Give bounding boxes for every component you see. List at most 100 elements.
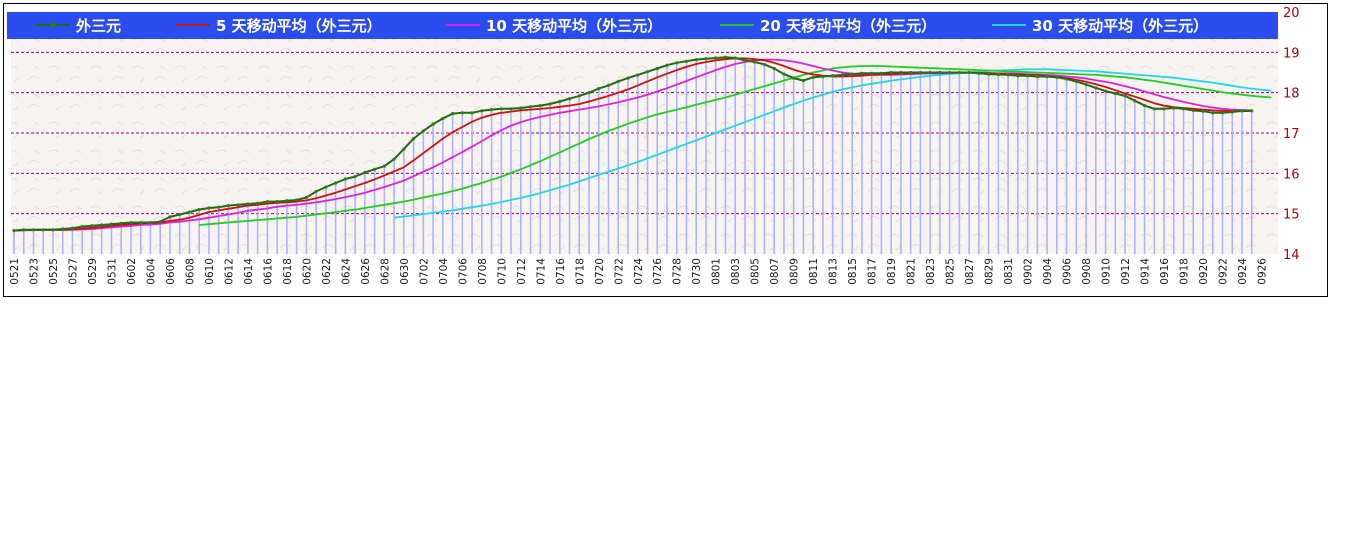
x-tick-label: 0906 (1062, 258, 1074, 285)
data-point (411, 137, 416, 141)
data-point (587, 91, 591, 95)
data-point (402, 147, 406, 151)
x-tick-label: 0718 (574, 258, 586, 285)
data-point (801, 78, 806, 83)
data-point (100, 223, 104, 227)
x-tick-label: 0521 (9, 258, 21, 285)
x-tick-label: 0712 (516, 258, 528, 285)
x-tick-label: 0809 (789, 258, 801, 285)
data-point (61, 227, 65, 231)
data-point (957, 70, 961, 75)
data-point (119, 221, 123, 225)
x-tick-label: 0531 (106, 258, 118, 285)
y-tick-label: 16 (1283, 167, 1300, 182)
legend-marker (50, 22, 56, 28)
data-point (762, 62, 767, 67)
legend-label: 30 天移动平均（外三元） (1032, 17, 1208, 35)
x-tick-label: 0730 (691, 258, 703, 285)
x-tick-label: 0722 (613, 258, 625, 285)
x-tick-label: 0610 (204, 258, 216, 285)
data-point (1181, 107, 1186, 111)
x-tick-label: 0628 (379, 258, 391, 285)
data-point (694, 57, 698, 62)
data-point (606, 83, 611, 88)
data-point (899, 70, 903, 75)
x-tick-label: 0815 (847, 258, 859, 285)
data-point (1084, 83, 1088, 87)
data-point (246, 202, 250, 206)
y-tick-label: 15 (1283, 208, 1300, 223)
data-point (626, 76, 630, 80)
data-point (850, 72, 854, 76)
x-tick-label: 0704 (438, 258, 450, 285)
data-point (139, 220, 143, 225)
data-point (285, 199, 289, 203)
data-point (70, 226, 75, 230)
data-point (343, 177, 347, 181)
data-point (499, 107, 503, 111)
x-tick-label: 0620 (301, 258, 313, 285)
data-point (733, 56, 737, 60)
x-tick-label: 0525 (48, 258, 60, 285)
legend-label: 20 天移动平均（外三元） (760, 17, 936, 35)
x-tick-label: 0523 (28, 258, 40, 285)
x-tick-label: 0726 (652, 258, 664, 285)
x-tick-label: 0825 (945, 258, 957, 285)
x-tick-label: 0920 (1198, 258, 1210, 285)
x-tick-label: 0819 (886, 258, 898, 285)
legend-label: 5 天移动平均（外三元） (216, 17, 382, 35)
series-line (13, 58, 1252, 232)
x-tick-label: 0823 (925, 258, 937, 285)
data-point (226, 204, 231, 208)
data-point (431, 122, 435, 126)
x-tick-label: 0612 (223, 258, 235, 285)
data-point (489, 108, 494, 112)
x-tick-label: 0706 (457, 258, 469, 285)
data-point (265, 199, 269, 204)
data-point (382, 164, 386, 168)
data-point (295, 198, 299, 202)
x-tick-label: 0630 (399, 258, 411, 285)
x-tick-label: 0606 (165, 258, 177, 285)
data-point (1201, 109, 1205, 113)
data-point (441, 116, 445, 121)
data-point (1006, 73, 1010, 77)
x-tick-label: 0604 (145, 258, 157, 285)
x-tick-label: 0910 (1101, 258, 1113, 285)
data-point (870, 71, 874, 75)
data-point (645, 70, 650, 74)
data-point (353, 174, 357, 179)
y-tick-label: 19 (1283, 46, 1300, 61)
data-point (889, 70, 893, 75)
x-axis-ticks: 0521 0523 0525 0527 0529 0531 0602 0604 0606 0608… (9, 258, 1269, 285)
x-tick-label: 0527 (67, 258, 79, 285)
data-point (928, 70, 932, 75)
x-tick-label: 0827 (964, 258, 976, 285)
x-tick-label: 0916 (1159, 258, 1171, 285)
data-point (879, 71, 884, 75)
x-tick-label: 0817 (867, 258, 879, 285)
data-point (909, 70, 913, 75)
data-point (470, 111, 474, 115)
x-tick-label: 0614 (243, 258, 255, 285)
x-tick-label: 0831 (1003, 258, 1015, 285)
x-tick-label: 0803 (730, 258, 742, 285)
data-point (1133, 99, 1137, 103)
data-point (187, 210, 192, 214)
data-point (1211, 111, 1215, 115)
data-point (1026, 74, 1030, 78)
data-point (363, 170, 367, 175)
data-point (782, 72, 786, 76)
data-point (41, 228, 45, 232)
data-point (178, 212, 182, 217)
data-point (792, 76, 796, 80)
data-point (275, 199, 279, 204)
date-bars (13, 57, 1253, 254)
data-point (538, 103, 542, 108)
legend-label: 外三元 (75, 17, 121, 35)
data-point (80, 224, 84, 229)
data-point (90, 224, 94, 228)
data-point (148, 220, 153, 225)
data-point (597, 87, 601, 91)
legend-background (7, 12, 1278, 39)
